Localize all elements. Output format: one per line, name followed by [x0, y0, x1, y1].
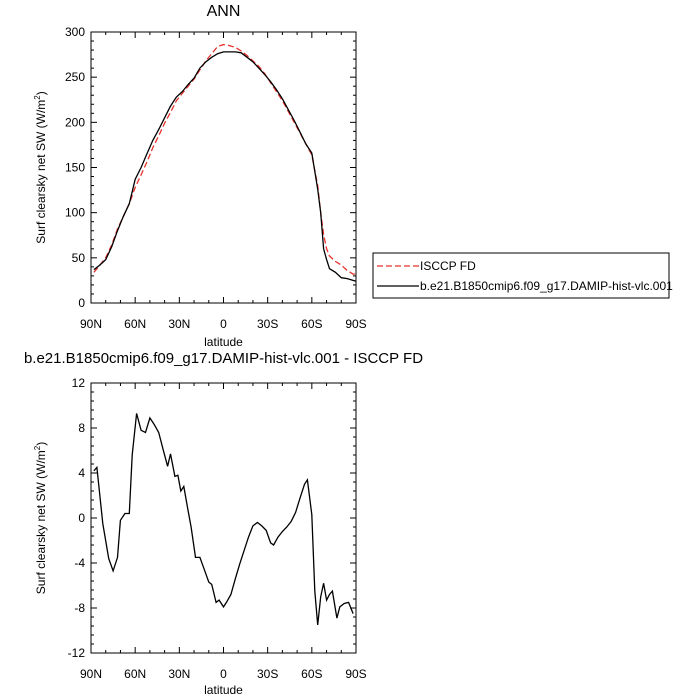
y-tick-label: 200	[65, 115, 85, 129]
y-tick-label: 300	[65, 25, 85, 39]
x-tick-label: 90N	[80, 667, 102, 681]
chart-1: ANN 0 50 100 150 200 250 300 90N 60N 30N 0 30S 60S 90S…	[33, 3, 673, 349]
chart-title: b.e21.B1850cmip6.f09_g17.DAMIP-hist-vlc.…	[24, 350, 423, 367]
y-tick-label: 100	[65, 206, 85, 220]
chart-title: ANN	[207, 3, 241, 20]
series-line-2	[93, 51, 357, 282]
x-axis-label: latitude	[204, 683, 243, 697]
x-tick-label: 30N	[168, 317, 190, 331]
x-tick-label: 90S	[345, 667, 366, 681]
x-tick-label: 60N	[124, 317, 146, 331]
y-tick-label: -12	[68, 646, 86, 660]
y-tick-label: 250	[65, 70, 85, 84]
x-tick-label: 0	[220, 667, 227, 681]
y-tick-label: 50	[72, 251, 86, 265]
x-tick-label: 60N	[124, 667, 146, 681]
legend-label-2: b.e21.B1850cmip6.f09_g17.DAMIP-hist-vlc.…	[420, 279, 673, 293]
chart-2: b.e21.B1850cmip6.f09_g17.DAMIP-hist-vlc.…	[24, 350, 423, 697]
plot-frame	[90, 31, 357, 304]
y-tick-label: 0	[78, 511, 85, 525]
x-tick-label: 0	[220, 317, 227, 331]
series-line-1	[93, 43, 356, 275]
x-axis-label: latitude	[204, 335, 243, 349]
y-tick-label: 4	[78, 466, 85, 480]
y-tick-label: 150	[65, 161, 85, 175]
y-tick-label: -8	[74, 601, 85, 615]
x-tick-label: 60S	[301, 667, 322, 681]
x-tick-label: 30N	[168, 667, 190, 681]
x-tick-label: 30S	[257, 317, 278, 331]
x-tick-label: 90S	[345, 317, 366, 331]
y-tick-label: 8	[78, 421, 85, 435]
legend: ISCCP FD b.e21.B1850cmip6.f09_g17.DAMIP-h…	[372, 252, 673, 299]
y-axis-label: Surf clearsky net SW (W/m2)	[33, 91, 48, 243]
y-tick-label: 0	[78, 296, 85, 310]
y-tick-label: -4	[74, 556, 85, 570]
y-axis-label: Surf clearsky net SW (W/m2)	[33, 442, 48, 594]
legend-box	[372, 252, 670, 299]
x-tick-label: 90N	[80, 317, 102, 331]
x-tick-label: 60S	[301, 317, 322, 331]
y-tick-label: 12	[72, 376, 86, 390]
x-tick-label: 30S	[257, 667, 278, 681]
series-line-1	[93, 413, 354, 625]
legend-label-1: ISCCP FD	[420, 259, 476, 273]
